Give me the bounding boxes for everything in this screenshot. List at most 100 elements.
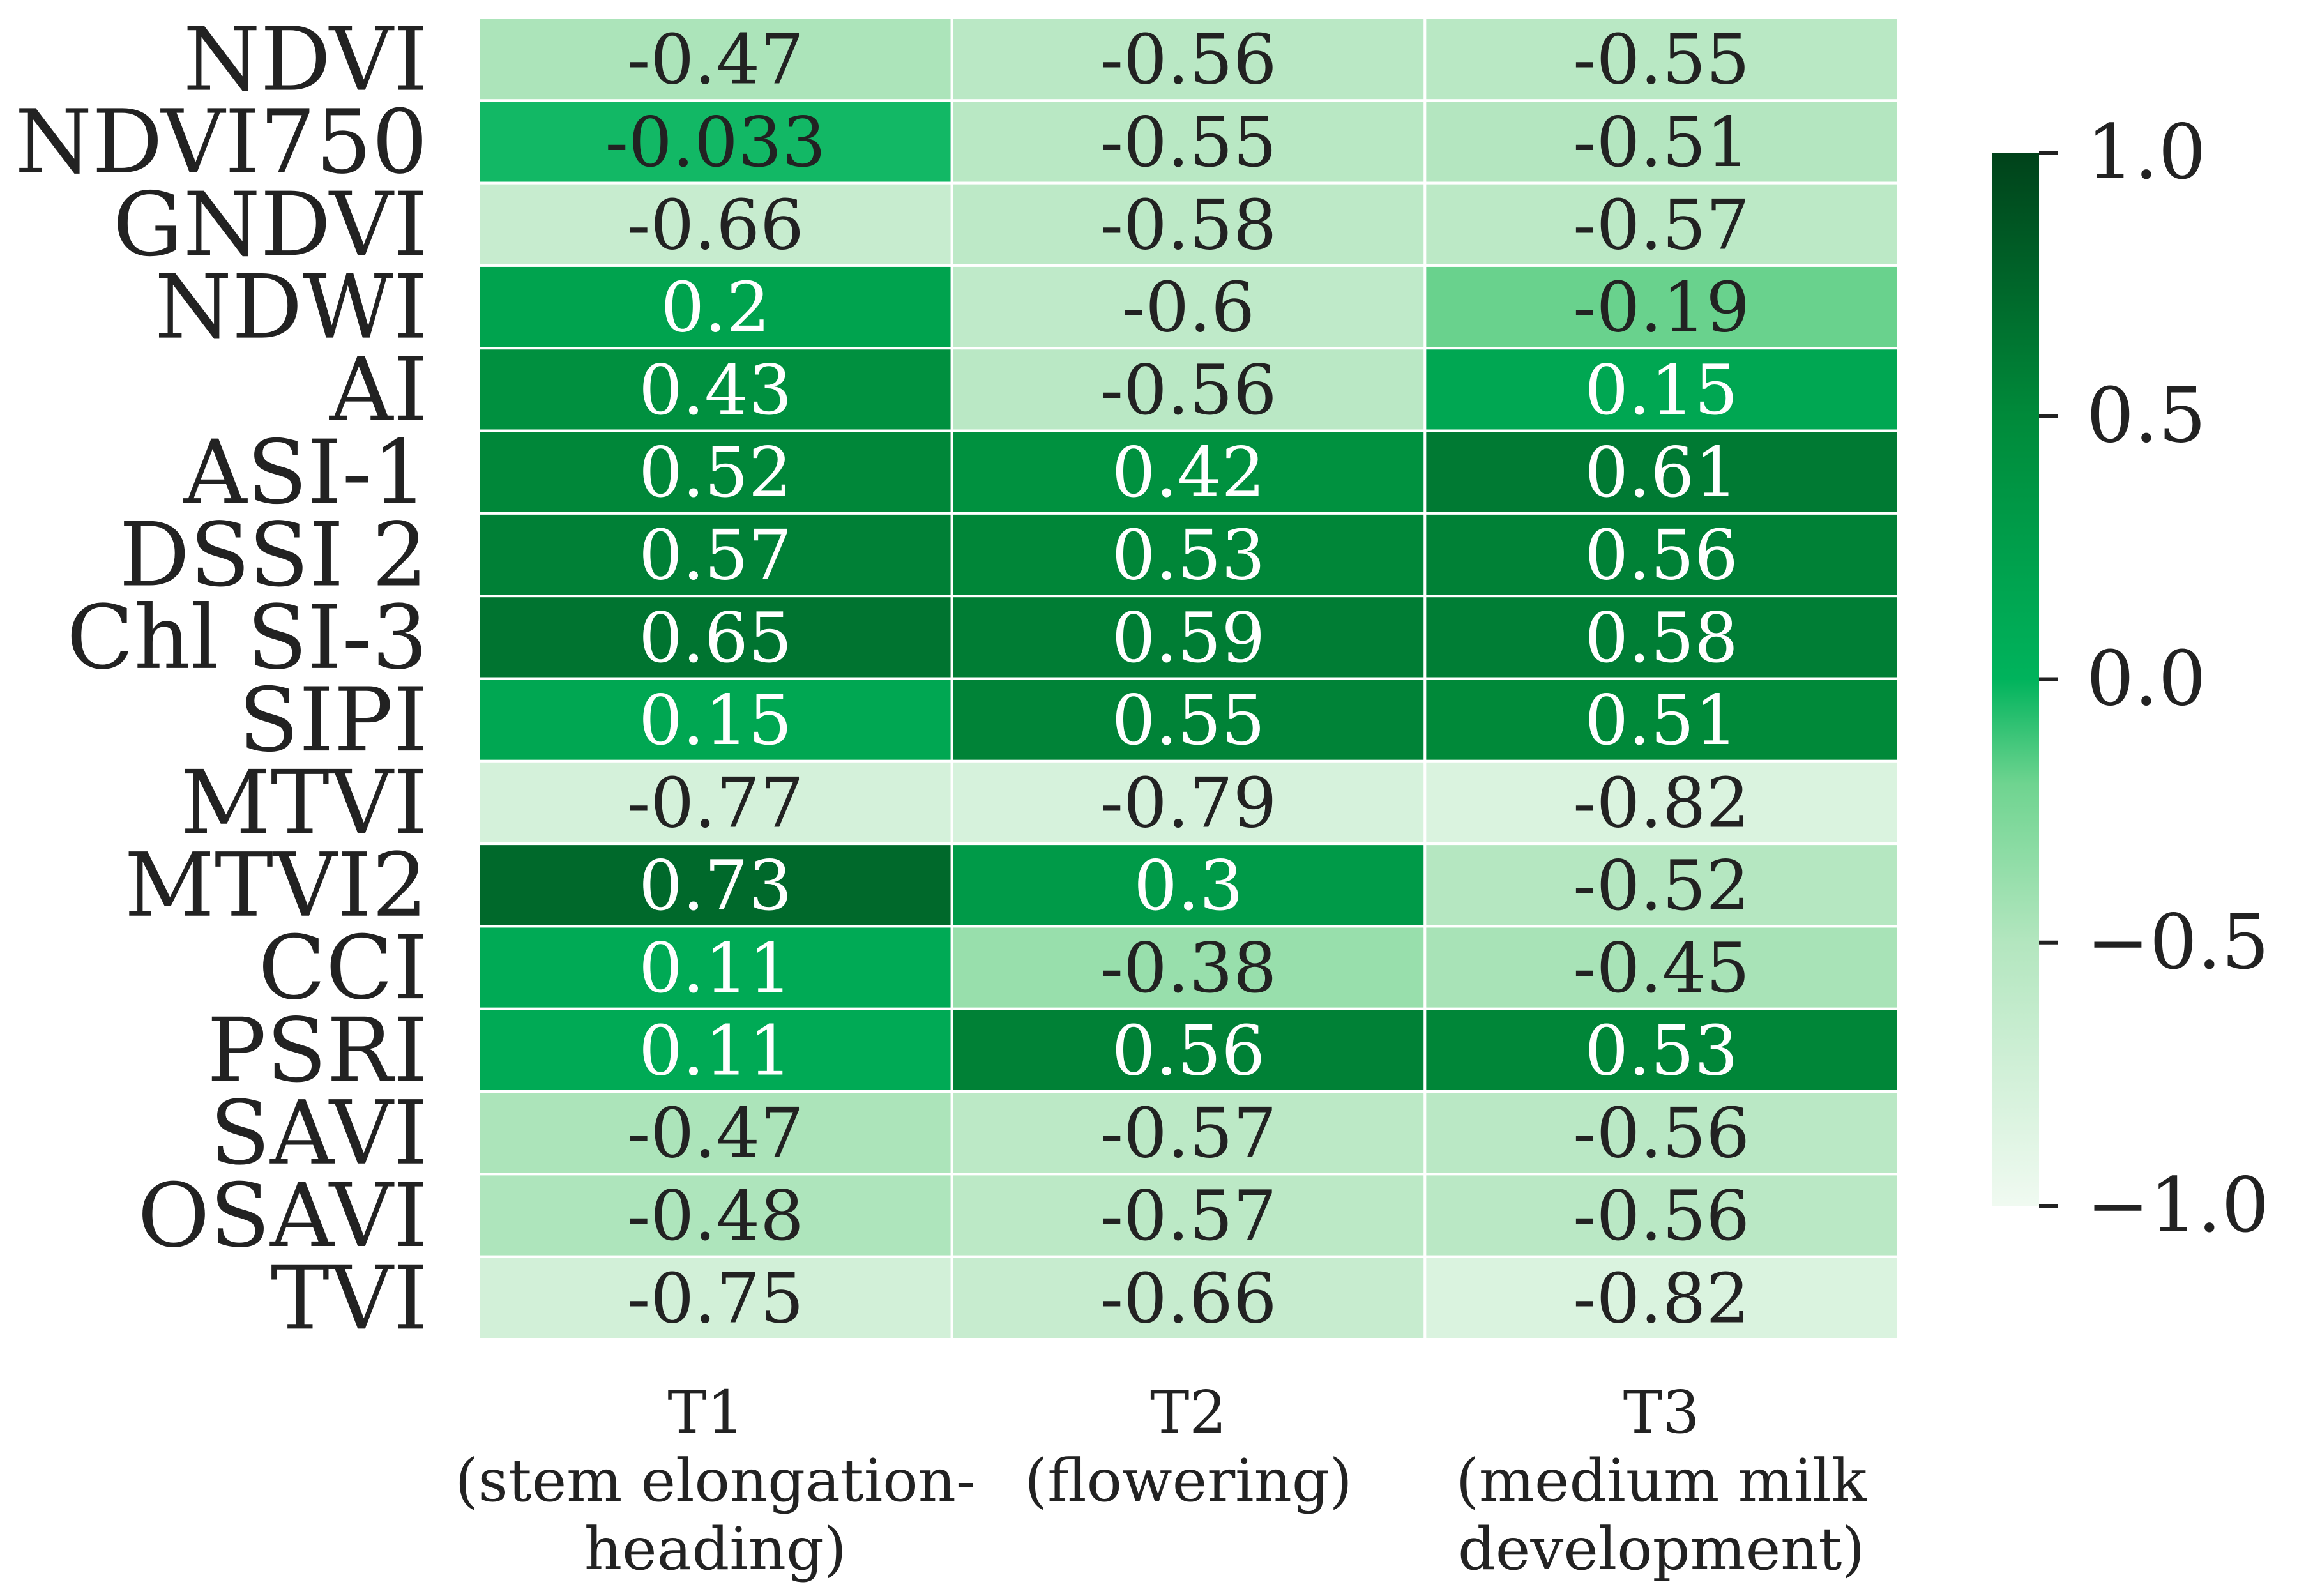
heatmap-cell [950, 181, 1427, 267]
cell-value-label: -0.79 [1100, 763, 1277, 843]
row-label: Chl SI-3 [66, 586, 428, 689]
cell-value-label: -0.47 [627, 1094, 804, 1174]
column-label: T3 [1623, 1378, 1700, 1447]
cell-value-label: -0.82 [1573, 763, 1750, 843]
heatmap-cell [1423, 1173, 1899, 1258]
cell-value-label: 0.11 [639, 1011, 792, 1091]
cell-value-label: 0.59 [1112, 598, 1265, 678]
cell-value-label: -0.77 [627, 763, 804, 843]
column-label: T2 [1150, 1378, 1227, 1447]
cell-value-label: -0.56 [1100, 20, 1277, 100]
cell-value-label: 0.56 [1112, 1011, 1265, 1091]
cell-value-label: 0.56 [1584, 516, 1738, 596]
heatmap-cell [478, 595, 953, 680]
cell-value-label: 0.43 [639, 351, 792, 430]
heatmap-cell [1423, 842, 1899, 928]
row-label: PSRI [207, 999, 428, 1102]
colorbar-tick-label: 1.0 [2086, 108, 2206, 196]
cell-value-label: 0.65 [639, 598, 792, 678]
row-label: SAVI [210, 1082, 428, 1185]
heatmap-cell [478, 1255, 953, 1341]
column-sublabel: (stem elongation- [455, 1447, 976, 1515]
cell-value-label: 0.58 [1584, 598, 1738, 678]
cell-value-label: -0.52 [1573, 846, 1750, 926]
cell-value-label: -0.82 [1573, 1259, 1750, 1339]
cell-value-label: 0.53 [1584, 1011, 1738, 1091]
cell-value-label: -0.57 [1100, 1176, 1277, 1256]
heatmap-cell [478, 512, 953, 598]
cell-value-label: -0.55 [1100, 103, 1277, 183]
row-label: MTVI [180, 751, 428, 854]
heatmap-cell [950, 1255, 1427, 1341]
column-sublabel: heading) [584, 1515, 847, 1583]
heatmap-cell [1423, 17, 1899, 102]
heatmap-cell [1423, 99, 1899, 185]
cell-value-label: 0.52 [639, 433, 792, 513]
heatmap-cell [478, 429, 953, 515]
heatmap-cell [1423, 1090, 1899, 1176]
row-label: DSSI 2 [119, 504, 428, 607]
cell-value-label: -0.48 [627, 1176, 804, 1256]
row-label: NDVI750 [15, 91, 428, 194]
cell-value-label: -0.47 [627, 20, 804, 100]
heatmap-cell [950, 347, 1427, 432]
cell-value-label: -0.56 [1573, 1176, 1750, 1256]
heatmap-cell [950, 17, 1427, 102]
colorbar-tick-label: 0.5 [2086, 371, 2206, 459]
heatmap-cell [1423, 1007, 1899, 1093]
heatmap-cell [950, 512, 1427, 598]
heatmap-cell [478, 264, 953, 350]
heatmap-cell [1423, 595, 1899, 680]
colorbar-tick-label: 0.0 [2086, 635, 2206, 723]
heatmap-cell [478, 677, 953, 763]
colorbar-gradient [1992, 153, 2039, 1206]
row-label: NDWI [155, 256, 428, 359]
cell-value-label: -0.57 [1100, 1094, 1277, 1174]
heatmap-cell [1423, 264, 1899, 350]
cell-value-label: -0.56 [1573, 1094, 1750, 1174]
cell-value-label: -0.66 [1100, 1259, 1277, 1339]
colorbar-tick-label: −1.0 [2086, 1161, 2270, 1249]
cell-value-label: 0.51 [1584, 681, 1738, 761]
column-labels: T1(stem elongation-heading) T2(flowering)… [455, 1378, 1868, 1583]
row-label: MTVI2 [125, 834, 428, 937]
row-label: SIPI [239, 669, 428, 771]
column-sublabel: (flowering) [1024, 1447, 1352, 1515]
row-label: OSAVI [137, 1164, 428, 1267]
cell-value-label: 0.61 [1584, 433, 1738, 513]
cell-value-label: -0.58 [1100, 185, 1277, 265]
heatmap-cell [1423, 512, 1899, 598]
cell-value-label: -0.6 [1122, 268, 1255, 348]
row-label: TVI [271, 1247, 428, 1349]
column-sublabel: development) [1458, 1515, 1865, 1583]
cell-value-label: -0.57 [1573, 185, 1750, 265]
heatmap-cells: -0.47 -0.56 -0.55-0.033 -0.55 -0.51-0.66 -0.5… [478, 17, 1899, 1341]
cell-value-label: -0.19 [1573, 268, 1750, 348]
cell-value-label: -0.38 [1100, 929, 1277, 1008]
heatmap-cell [950, 429, 1427, 515]
cell-value-label: 0.15 [1584, 351, 1738, 430]
cell-value-label: -0.55 [1573, 20, 1750, 100]
colorbar-tick-label: −0.5 [2086, 898, 2270, 986]
heatmap-cell [478, 17, 953, 102]
heatmap-cell [1423, 677, 1899, 763]
heatmap-cell [1423, 429, 1899, 515]
heatmap-cell [478, 1007, 953, 1093]
column-label: T1 [667, 1378, 744, 1447]
row-label: ASI-1 [183, 421, 428, 524]
heatmap-cell [1423, 925, 1899, 1010]
cell-value-label: 0.42 [1112, 433, 1265, 513]
cell-value-label: -0.66 [627, 185, 804, 265]
heatmap-cell [478, 1090, 953, 1176]
cell-value-label: -0.033 [605, 103, 826, 183]
cell-value-label: -0.75 [627, 1259, 804, 1339]
colorbar: 1.0 0.5 0.0 −0.5 −1.0 [1992, 108, 2270, 1249]
cell-value-label: 0.73 [639, 846, 792, 926]
row-label: CCI [258, 916, 428, 1019]
heatmap-cell [478, 842, 953, 928]
row-label: AI [329, 338, 428, 441]
row-label: NDVI [183, 8, 428, 111]
cell-value-label: 0.11 [639, 929, 792, 1008]
